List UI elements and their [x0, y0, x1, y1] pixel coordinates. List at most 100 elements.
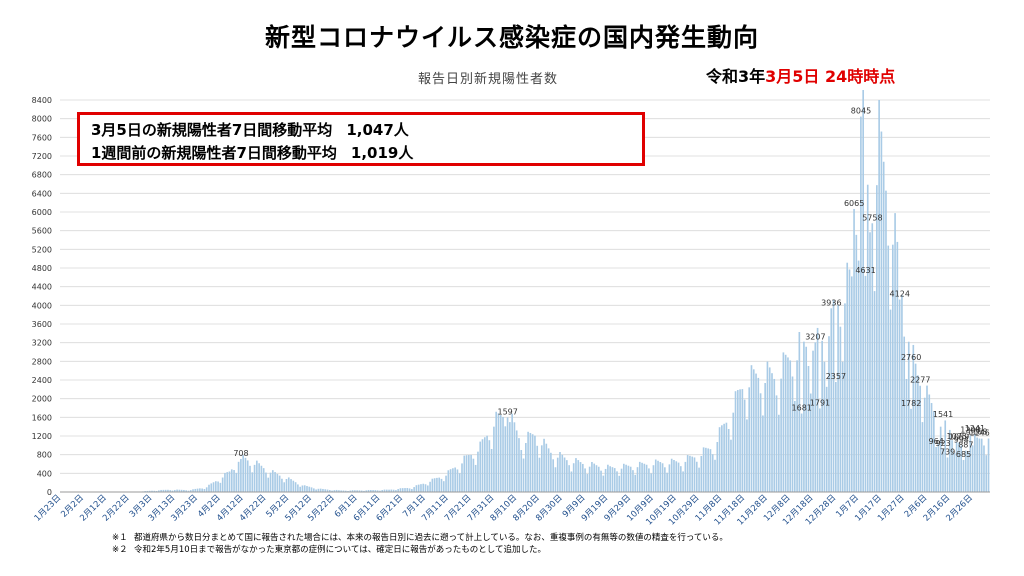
bar [185, 490, 188, 492]
bar [604, 468, 607, 492]
bar [773, 378, 776, 492]
bar [664, 467, 666, 492]
bar [695, 461, 698, 492]
bar [759, 393, 762, 492]
bar [835, 382, 837, 492]
bar [525, 443, 527, 492]
bar [930, 403, 933, 492]
bar [461, 463, 463, 492]
bar [221, 477, 224, 492]
data-label: 1241 [965, 424, 985, 433]
bar [677, 462, 680, 492]
bar [962, 460, 965, 492]
data-label: 4124 [890, 290, 910, 299]
bar [187, 490, 190, 492]
bar [210, 483, 213, 492]
bar [356, 490, 358, 492]
bar [743, 399, 746, 492]
bar [178, 489, 181, 492]
bar [705, 447, 707, 492]
bar [518, 438, 520, 492]
bar [422, 483, 425, 492]
bar [584, 468, 586, 492]
bar [757, 377, 760, 492]
bar [342, 490, 345, 492]
bar [543, 438, 545, 492]
bar [540, 445, 543, 492]
bar [488, 440, 491, 492]
bar [869, 232, 871, 493]
bar [862, 90, 864, 492]
data-label: 1146 [969, 429, 989, 438]
bar [887, 245, 890, 492]
bar [148, 490, 151, 492]
bar [905, 378, 908, 492]
bar [499, 415, 502, 492]
bar [287, 477, 290, 492]
bar [545, 443, 548, 492]
bar [652, 465, 655, 492]
bar [566, 460, 568, 492]
bar [645, 464, 648, 492]
bar [946, 457, 949, 492]
bar [648, 468, 650, 492]
bar [778, 414, 780, 492]
bar [901, 295, 903, 492]
bar [680, 466, 682, 492]
bar [180, 489, 183, 492]
bar [328, 490, 331, 492]
bar [723, 423, 725, 492]
bar [240, 458, 242, 492]
bar [632, 470, 634, 492]
bar [367, 489, 370, 492]
y-tick-label: 5200 [32, 245, 52, 254]
bar [673, 460, 675, 492]
bar [823, 361, 826, 492]
data-label: 1059 [949, 433, 969, 442]
bar [579, 462, 582, 492]
bar [205, 487, 208, 492]
bar [666, 472, 668, 492]
bar [513, 422, 516, 492]
footnote-1: ※１ 都道府県から数日分まとめて国に報告された場合には、本来の報告日別に過去に遡っ… [112, 532, 728, 544]
bar [588, 466, 591, 492]
bar [766, 361, 769, 492]
previous-average-value: 1,019人 [350, 144, 414, 162]
bar [625, 464, 627, 492]
bar [577, 460, 580, 492]
data-label: 923 [935, 439, 950, 448]
bar [983, 445, 985, 492]
bar [162, 489, 165, 492]
bar [561, 454, 564, 492]
y-tick-label: 2000 [32, 395, 52, 404]
bar [246, 460, 249, 492]
bar [611, 467, 614, 492]
bar [762, 415, 764, 492]
bar [388, 489, 390, 492]
bar [374, 490, 377, 492]
bar [661, 463, 664, 492]
bar [274, 472, 276, 492]
y-tick-label: 6800 [32, 171, 52, 180]
bar [971, 445, 974, 492]
y-tick-label: 800 [37, 451, 52, 460]
bar [265, 472, 267, 492]
data-label: 1681 [792, 404, 812, 413]
bar [260, 465, 263, 492]
bar [310, 487, 313, 492]
bar [283, 482, 286, 492]
bar [322, 488, 324, 492]
bar [798, 332, 801, 492]
bar [691, 456, 694, 492]
data-label: 2357 [826, 372, 846, 381]
y-tick-label: 5600 [32, 227, 52, 236]
bar [873, 291, 876, 492]
bar [721, 425, 723, 492]
bar [682, 471, 684, 492]
bar [426, 485, 429, 492]
bar [796, 360, 798, 492]
bar [237, 461, 240, 492]
bar [454, 467, 456, 492]
page-title: 新型コロナウイルス感染症の国内発生動向 [264, 23, 759, 52]
bar [301, 485, 304, 492]
